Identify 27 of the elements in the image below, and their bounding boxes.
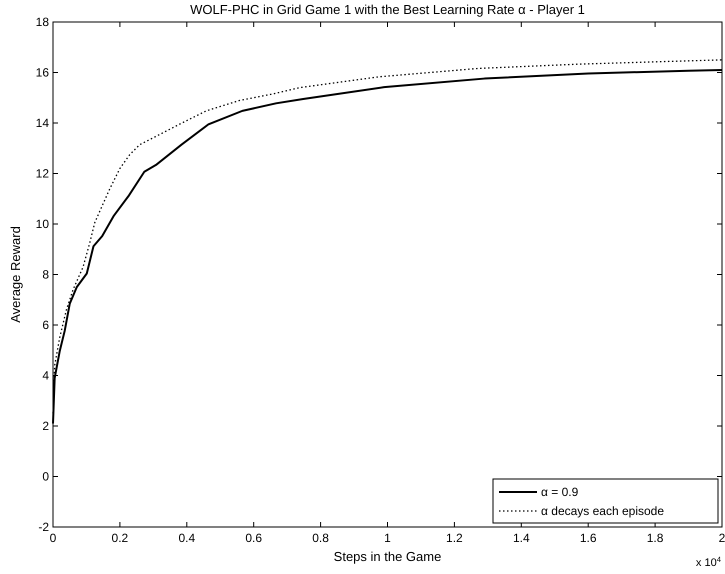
y-tick-label: 14 [36, 116, 50, 130]
legend-label: α decays each episode [541, 504, 664, 518]
x-tick-label: 0.6 [245, 531, 262, 545]
y-tick-label: 2 [42, 419, 50, 433]
y-tick-label: 4 [42, 368, 50, 382]
x-tick-label: 0.8 [312, 531, 330, 545]
y-tick-label: 16 [36, 66, 50, 80]
x-tick-label: 1.4 [512, 531, 530, 545]
x-tick-label: 1 [384, 531, 392, 545]
y-tick-label: 18 [36, 15, 50, 29]
x-tick-label: 1.8 [646, 531, 664, 545]
x-tick-label: 2 [718, 531, 725, 545]
x-tick-label: 0.4 [178, 531, 196, 545]
y-tick-label: -2 [38, 520, 50, 534]
y-axis-title: Average Reward [8, 226, 23, 323]
x-tick-label: 1.2 [446, 531, 464, 545]
y-tick-label: 8 [42, 268, 50, 282]
y-tick-label: 12 [36, 166, 50, 180]
x-tick-label: 0.2 [112, 531, 129, 545]
y-tick-label: 10 [36, 217, 50, 231]
x-tick-label: 1.6 [580, 531, 597, 545]
legend-label: α = 0.9 [541, 485, 579, 499]
y-tick-label: 6 [42, 318, 50, 332]
y-tick-label: 0 [42, 470, 50, 484]
chart-title: WOLF-PHC in Grid Game 1 with the Best Learning Rate α - Player 1 [190, 2, 585, 17]
text: x 10$^{4}$ [696, 554, 722, 569]
x-axis-title: Steps in the Game [334, 549, 442, 564]
